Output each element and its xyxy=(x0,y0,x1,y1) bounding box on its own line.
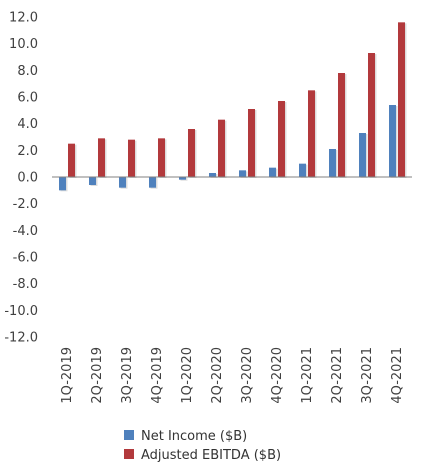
x-tick-label: 3Q-2020 xyxy=(240,347,255,404)
legend-label: Adjusted EBITDA ($B) xyxy=(141,448,281,463)
x-tick-label: 2Q-2020 xyxy=(210,347,225,404)
legend-label: Net Income ($B) xyxy=(141,429,247,444)
bar-adjusted-ebitda xyxy=(128,139,135,177)
x-tick-label: 4Q-2019 xyxy=(150,347,165,404)
bar-net-income xyxy=(119,177,126,188)
y-tick-label: -2.0 xyxy=(13,197,38,212)
bar-net-income xyxy=(89,177,96,185)
x-tick-label: 4Q-2021 xyxy=(390,347,405,404)
y-tick-label: 10.0 xyxy=(9,37,38,52)
bar-adjusted-ebitda xyxy=(218,119,225,177)
x-tick-label: 1Q-2021 xyxy=(300,347,315,404)
y-tick-label: 0.0 xyxy=(17,171,38,186)
bar-net-income xyxy=(59,177,66,191)
y-tick-label: -10.0 xyxy=(4,304,38,319)
y-tick-label: 2.0 xyxy=(17,144,38,159)
y-tick-label: -8.0 xyxy=(13,277,38,292)
x-axis-ticks: 1Q-2019 2Q-2019 3Q-2019 4Q-2019 1Q-2020 2Q-20… xyxy=(60,347,405,404)
bars xyxy=(59,22,407,192)
y-tick-label: -12.0 xyxy=(4,331,38,346)
legend-swatch xyxy=(124,449,134,459)
x-tick-label: 1Q-2020 xyxy=(180,347,195,404)
y-tick-label: -4.0 xyxy=(13,224,38,239)
bar-adjusted-ebitda xyxy=(398,22,405,178)
x-tick-label: 1Q-2019 xyxy=(60,347,75,404)
bar-adjusted-ebitda xyxy=(158,138,165,177)
bar-net-income xyxy=(269,167,276,177)
bar-adjusted-ebitda xyxy=(68,143,75,177)
bar-net-income xyxy=(359,133,366,177)
bar-net-income xyxy=(239,170,246,177)
bar-adjusted-ebitda xyxy=(98,138,105,177)
x-tick-label: 4Q-2020 xyxy=(270,347,285,404)
y-tick-label: 4.0 xyxy=(17,117,38,132)
bar-net-income xyxy=(299,163,306,177)
y-tick-label: 6.0 xyxy=(17,91,38,106)
x-tick-label: 3Q-2019 xyxy=(120,347,135,404)
bar-adjusted-ebitda xyxy=(338,73,345,177)
y-tick-label: 12.0 xyxy=(9,11,38,26)
y-axis-ticks: 12.0 10.0 8.0 6.0 4.0 2.0 0.0 -2.0 -4.0 -6.0 -8.0 -… xyxy=(4,11,38,346)
bar-adjusted-ebitda xyxy=(248,109,255,177)
bar-adjusted-ebitda xyxy=(368,53,375,177)
bar-net-income xyxy=(209,173,216,177)
bar-net-income xyxy=(329,149,336,177)
y-tick-label: 8.0 xyxy=(17,64,38,79)
bar-net-income xyxy=(149,177,156,188)
x-tick-label: 3Q-2021 xyxy=(360,347,375,404)
bar-adjusted-ebitda xyxy=(188,129,195,177)
bar-net-income xyxy=(179,177,186,180)
legend-swatch xyxy=(124,430,134,440)
bar-net-income xyxy=(389,105,396,177)
x-tick-label: 2Q-2019 xyxy=(90,347,105,404)
bar-adjusted-ebitda xyxy=(278,101,285,177)
y-tick-label: -6.0 xyxy=(13,251,38,266)
x-tick-label: 2Q-2021 xyxy=(330,347,345,404)
bar-adjusted-ebitda xyxy=(308,90,315,177)
legend: Net Income ($B) Adjusted EBITDA ($B) xyxy=(124,429,281,463)
